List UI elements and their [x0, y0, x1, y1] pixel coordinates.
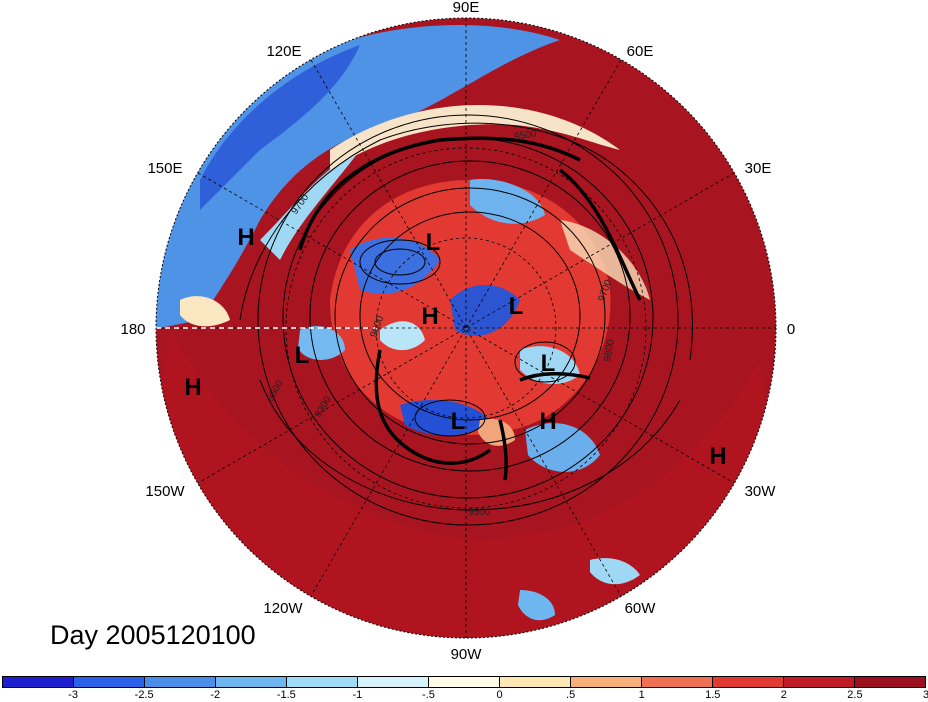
- lon-label-120e: 120E: [266, 43, 301, 60]
- jet-stream-contours: [298, 136, 642, 481]
- colorbar-bin: [642, 677, 713, 687]
- lon-label-150w: 150W: [145, 483, 185, 500]
- colorbar-tick-label: -3: [68, 689, 78, 701]
- lon-label-60w: 60W: [625, 600, 657, 617]
- geopotential-contours: [239, 114, 693, 526]
- colorbar-tick-label: .5: [566, 689, 576, 701]
- colorbar-bin: [571, 677, 642, 687]
- contour-label: 9500: [468, 507, 491, 518]
- colorbar-tick-label: 2.5: [847, 689, 863, 701]
- colorbar-tick-label: -1: [352, 689, 363, 701]
- lon-label-180: 180: [120, 321, 145, 338]
- date-caption: Day 2005120100: [50, 620, 256, 650]
- colorbar-bin: [429, 677, 500, 687]
- colorbar-bin: [216, 677, 287, 687]
- colorbar-bin: [358, 677, 429, 687]
- high-pressure-marker: H: [421, 303, 438, 330]
- lon-label-150e: 150E: [147, 160, 182, 177]
- colorbar: [2, 676, 926, 688]
- colorbar-bin: [145, 677, 216, 687]
- colorbar-bin: [784, 677, 855, 687]
- high-pressure-marker: H: [184, 374, 201, 401]
- colorbar-bin: [287, 677, 358, 687]
- colorbar-tick-label: 1: [638, 689, 645, 701]
- lon-label-30e: 30E: [745, 160, 772, 177]
- high-pressure-marker: H: [539, 408, 556, 435]
- low-pressure-marker: L: [451, 408, 466, 435]
- colorbar-tick-label: -.5: [422, 689, 435, 701]
- colorbar-bin: [500, 677, 571, 687]
- low-pressure-marker: L: [509, 293, 524, 320]
- high-pressure-marker: H: [237, 224, 254, 251]
- lon-label-90e: 90E: [453, 0, 480, 16]
- low-pressure-marker: L: [426, 229, 441, 256]
- anomaly-field: [156, 18, 776, 638]
- lon-label-30w: 30W: [745, 483, 777, 500]
- colorbar-bin: [713, 677, 784, 687]
- contour-label: 9800: [602, 338, 617, 362]
- colorbar-bin: [74, 677, 145, 687]
- contour-label: 9500: [514, 128, 538, 143]
- colorbar-tick-label: 3: [922, 689, 928, 701]
- colorbar-bin: [855, 677, 925, 687]
- colorbar-tick-label: -2.5: [134, 689, 154, 701]
- low-pressure-marker: L: [295, 342, 310, 369]
- high-pressure-marker: H: [709, 443, 726, 470]
- low-pressure-marker: L: [541, 350, 556, 377]
- colorbar-tick-label: -2: [210, 689, 221, 701]
- lon-label-120w: 120W: [263, 600, 303, 617]
- colorbar-tick-label: 1.5: [705, 689, 721, 701]
- colorbar-tick-label: 2: [780, 689, 787, 701]
- lon-label-60e: 60E: [627, 43, 654, 60]
- colorbar-tick-label: -1.5: [276, 689, 296, 701]
- colorbar-bin: [3, 677, 74, 687]
- lon-label-0: 0: [787, 321, 795, 338]
- colorbar-tick-label: 0: [496, 689, 503, 701]
- map-boundary: [155, 17, 777, 639]
- lon-label-90w: 90W: [451, 646, 483, 663]
